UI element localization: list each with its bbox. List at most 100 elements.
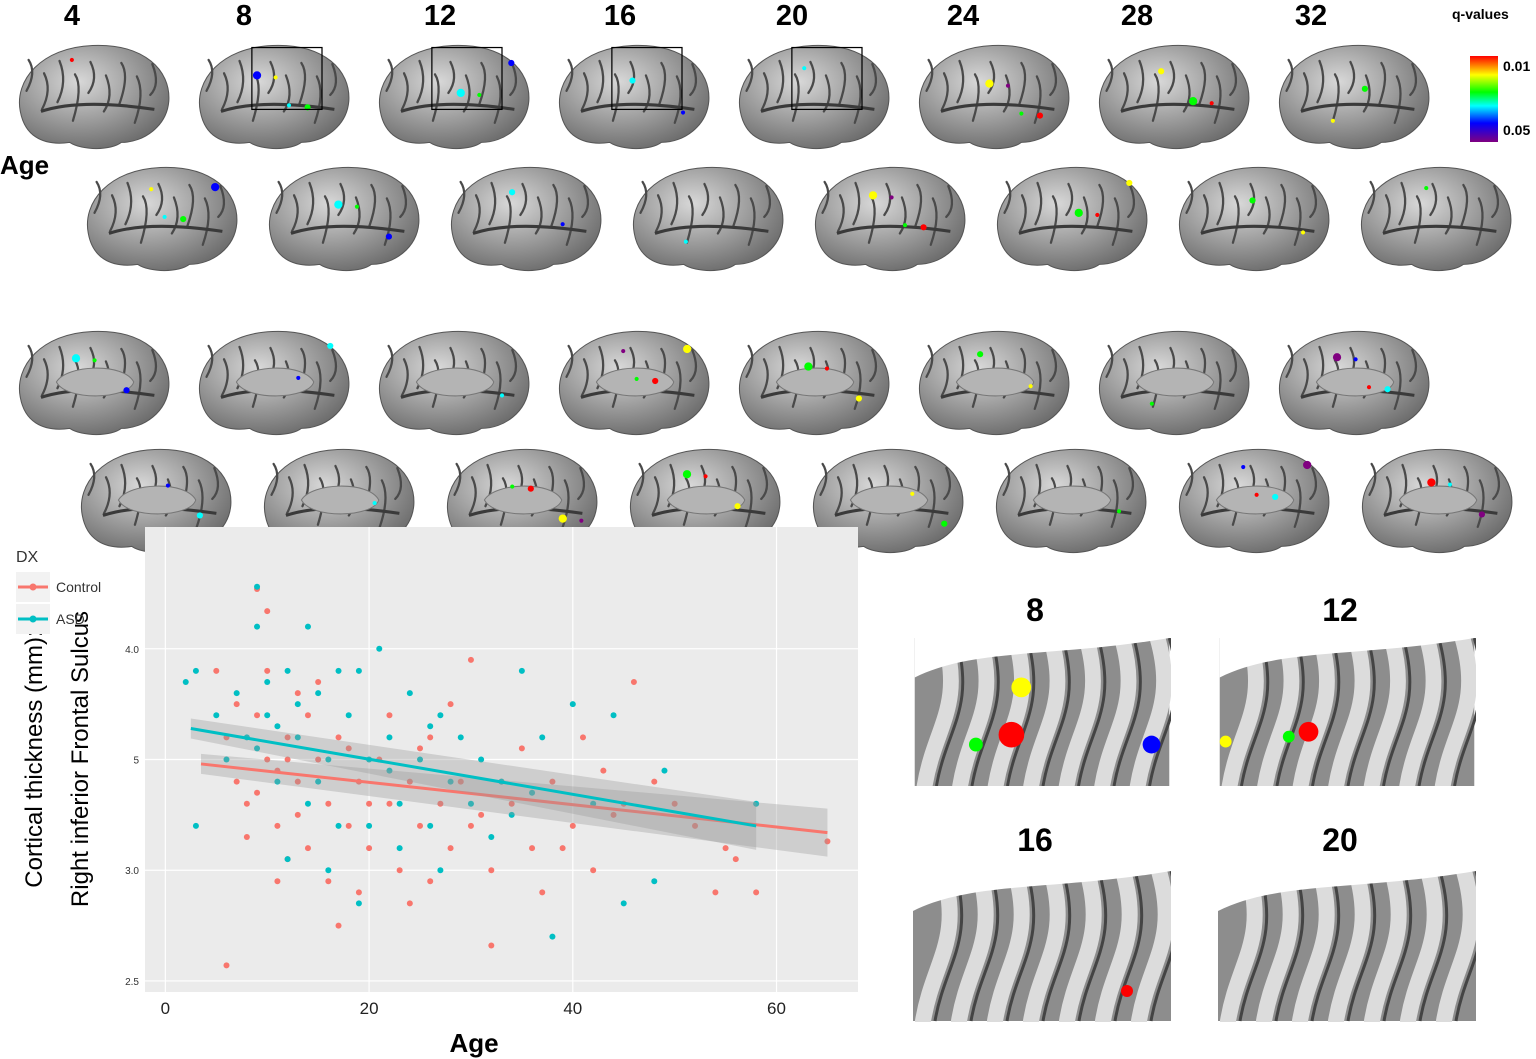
asd-point (386, 734, 393, 741)
age-column-label: 32 (1294, 0, 1328, 32)
zoom-brain-render (913, 870, 1171, 1022)
asd-point (620, 900, 627, 907)
age-column-label: 16 (603, 0, 637, 32)
control-point (406, 778, 413, 785)
asd-point (447, 778, 454, 785)
data-points (182, 583, 831, 969)
asd-point (335, 667, 342, 674)
control-point (590, 867, 597, 874)
legend-label-control: Control (56, 579, 101, 595)
control-point (630, 679, 637, 685)
legend-key-asd-dot (29, 615, 37, 623)
control-point (335, 734, 342, 741)
scatter-chart: 0 20 40 60 2.5 3.0 5 4.0 Age Cortical thickness… (16, 527, 858, 1058)
age-column-label: 12 (423, 0, 457, 32)
asd-point (304, 800, 311, 807)
control-point (600, 767, 607, 774)
control-point (345, 745, 352, 752)
age-column-label: 8 (235, 0, 253, 32)
asd-point (610, 712, 617, 719)
control-point (366, 845, 373, 852)
control-point (417, 745, 424, 752)
control-point (233, 778, 240, 785)
control-point (386, 800, 393, 807)
medial-brain-render (1361, 448, 1513, 554)
colorbar-title: q-values (1452, 6, 1509, 22)
grid (145, 527, 858, 992)
lateral-brain-render (1178, 166, 1330, 272)
asd-point (345, 712, 352, 719)
control-point (304, 845, 311, 852)
control-point (692, 822, 699, 829)
asd-point (437, 712, 444, 719)
lateral-brain-render (632, 166, 784, 272)
lateral-brain-render (450, 166, 602, 272)
control-point (396, 867, 403, 874)
asd-point (274, 778, 281, 785)
control-point (437, 800, 444, 807)
lateral-brain-render (268, 166, 420, 272)
x-tick-label: 40 (563, 999, 582, 1018)
asd-point (417, 756, 424, 763)
control-point (284, 756, 291, 763)
asd-point (192, 667, 199, 674)
tick-labels: 0 20 40 60 2.5 3.0 5 4.0 (125, 645, 786, 1018)
medial-brain-render (738, 330, 890, 436)
control-point (304, 712, 311, 719)
control-point (345, 822, 352, 829)
control-point (467, 822, 474, 829)
asd-point (315, 778, 322, 785)
lateral-brain-render (1360, 166, 1512, 272)
control-point (447, 845, 454, 852)
asd-point (427, 822, 434, 829)
y-tick-label: 3.0 (125, 866, 139, 877)
control-point (294, 778, 301, 785)
asd-point (264, 679, 271, 685)
asd-point (478, 756, 485, 763)
asd-point (549, 933, 556, 940)
control-point (294, 690, 301, 697)
medial-brain-render (18, 330, 170, 436)
medial-brain-render (446, 448, 598, 554)
control-point (427, 734, 434, 741)
control-point (488, 867, 495, 874)
age-column-label: 4 (63, 0, 81, 32)
asd-point (396, 845, 403, 852)
control-point (366, 800, 373, 807)
legend-label-asd: ASD (56, 611, 85, 627)
asd-point (182, 679, 189, 685)
medial-brain-render (918, 330, 1070, 436)
lateral-brain-render (918, 44, 1070, 150)
control-point (559, 845, 566, 852)
zoom-panel-label: 20 (1322, 822, 1358, 858)
control-point (264, 756, 271, 763)
control-point (254, 712, 261, 719)
control-point (325, 800, 332, 807)
medial-brain-render (1098, 330, 1250, 436)
zoom-panel-label: 12 (1322, 592, 1358, 628)
lateral-brain-render (378, 44, 530, 150)
control-point (467, 656, 474, 663)
asd-point (406, 690, 413, 697)
control-point (233, 701, 240, 708)
control-point (427, 878, 434, 885)
fit-lines (190, 718, 828, 857)
control-point (488, 942, 495, 949)
asd-point (254, 623, 261, 630)
control-point (447, 701, 454, 708)
lateral-brain-render (738, 44, 890, 150)
control-point (274, 822, 281, 829)
asd-point (437, 867, 444, 874)
control-point (753, 889, 760, 896)
medial-brain-render (1178, 448, 1330, 554)
control-point (457, 778, 464, 785)
control-point (315, 679, 322, 685)
y-tick-label: 5 (133, 756, 139, 767)
control-point (579, 734, 586, 741)
control-point (335, 922, 342, 929)
control-point (315, 756, 322, 763)
control-point (651, 778, 658, 785)
control-point (569, 822, 576, 829)
colorbar-bottom-label: 0.05 (1503, 122, 1531, 138)
asd-point (284, 856, 291, 863)
